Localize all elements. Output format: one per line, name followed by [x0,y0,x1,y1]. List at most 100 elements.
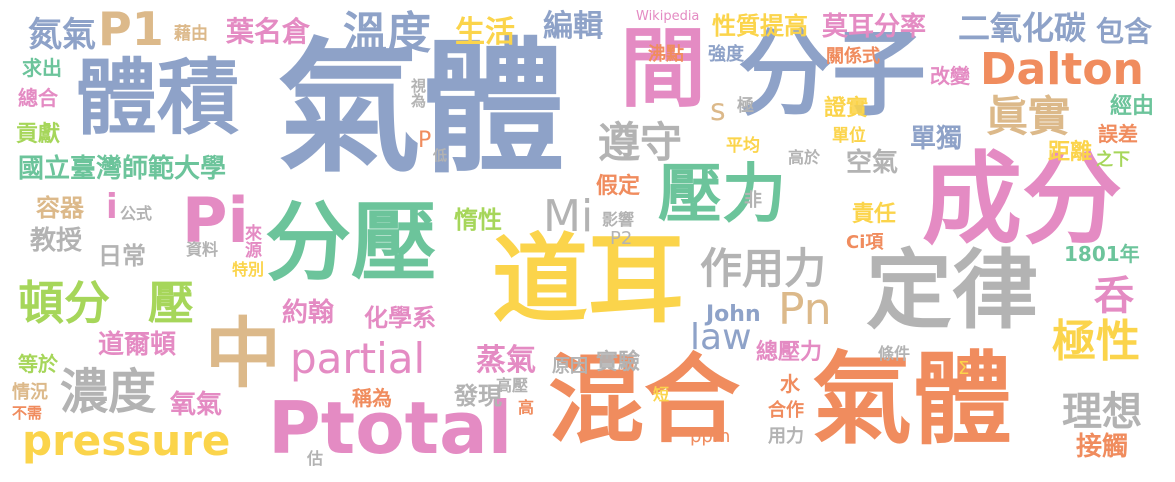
word-di: 低 [431,148,447,162]
word-laiyuan: 來源 [241,224,261,258]
word-qiuchu: 求出 [22,56,62,80]
word-partial: partial [290,334,426,383]
word-zongyali: 總壓力 [756,340,823,365]
word-gaibian: 改變 [930,64,970,88]
word-p1: P1 [98,2,164,56]
word-yali: 壓力 [658,158,786,232]
word-buxu: 不需 [12,404,43,422]
word-baohan: 包含 [1096,15,1153,48]
word-chengfen: 成分 [922,141,1122,258]
word-zeren: 責任 [852,202,897,227]
word-dalton: Dalton [980,44,1144,95]
word-wucha: 誤差 [1098,122,1138,146]
word-qiti: 氣體 [277,24,566,192]
word-ziliao: 資料 [186,240,219,259]
word-duoxing: 惰性 [454,206,502,234]
word-rongqi: 容器 [36,194,84,222]
word-tiaojian: 條件 [878,344,911,363]
word-daoer: 道耳 [492,224,684,336]
word-wendu: 溫度 [343,8,431,59]
word-qingkuang: 情況 [12,382,48,403]
word-daoerdun: 道爾頓 [98,330,177,360]
word-yuanyin: 原因 [552,356,588,377]
word-jiaoshou: 教授 [30,226,83,256]
word-huaxue: 化學系 [364,304,436,332]
word-pressure: pressure [22,416,231,465]
word-zhengshi: 證實 [824,96,869,121]
word-tiji: 體積 [75,51,240,146]
word-john: John [706,302,761,327]
word-dandu: 單獨 [910,124,963,154]
word-pdi: P [418,128,432,153]
word-jiading: 假定 [596,174,641,199]
word-qiti2: 氣體 [812,341,1012,458]
word-chengwei: 稱為 [352,386,392,410]
word-pi: Pi [182,184,249,257]
word-dinglv: 定律 [866,241,1038,341]
word-guanxi: 關係式 [826,46,880,67]
word-i: i [106,187,118,227]
word-ptotal: Ptotal [268,386,513,470]
word-shiyan: 實驗 [596,350,641,375]
word-gu: 估 [304,450,323,466]
word-faxian: 發現 [454,382,502,410]
word-fei: 非 [744,190,762,211]
word-law: law [690,317,752,358]
word-ppm: ppm [690,426,731,447]
word-zhengqi: 蒸氣 [476,343,536,378]
word-mi: Mi [543,191,594,242]
word-hunhe: 混合 [548,344,740,456]
word-dengyu: 等於 [18,352,58,376]
word-juli: 距離 [1048,140,1093,165]
word-yingxiang: 影響 [602,210,635,229]
word-wikipedia: Wikipedia [636,9,700,24]
word-tun: 呑 [1094,273,1134,319]
word-gao: 高 [518,398,535,417]
word-zhixia: 之下 [1096,150,1130,170]
word-p2: P2 [610,228,633,249]
word-sigma: Σ [958,358,970,379]
word-lixiang: 理想 [1062,389,1142,435]
word-xingzhi: 性質提高 [712,12,808,40]
word-yangqi: 氧氣 [170,390,223,420]
word-fenya: 分壓 [265,193,437,293]
word-zhenshi: 眞實 [986,92,1071,141]
word-richang: 日常 [98,242,146,270]
word-ya: 壓 [148,276,194,330]
word-ci: Ci項 [846,232,884,253]
word-gaoyu: 高於 [788,148,821,167]
word-pingjun: 平均 [726,136,760,156]
word-danwei: 單位 [832,126,866,146]
word-shui: 水 [780,372,800,396]
word-yongli: 用力 [768,426,804,447]
word-gongxian: 貢獻 [16,122,61,147]
word-bianji: 編輯 [543,9,603,44]
word-danqi: 氮氣 [28,15,96,55]
word-zonghe: 總合 [18,86,58,110]
word-yuehan: 約翰 [282,298,335,328]
word-hezuo: 合作 [768,400,804,421]
word-yemingcang: 葉名倉 [226,15,311,48]
word-eryang: 二氧化碳 [958,9,1087,47]
word-year: 1801年 [1064,242,1140,266]
word-shenghuo: 生活 [455,15,515,50]
word-tebie: 特別 [232,260,265,279]
word-gongshi: 公式 [120,204,153,223]
word-jieyou: 藉由 [174,24,208,44]
word-zhong: 中 [205,309,281,398]
word-jixing: 極性 [1052,316,1140,367]
word-nongdu: 濃度 [60,364,157,420]
word-jiaoc: 接觸 [1076,432,1129,462]
word-duan: 短 [650,386,669,402]
word-moer: 莫耳分率 [822,12,927,42]
word-taiwan: 國立臺灣師範大學 [18,154,227,184]
word-ji: 極 [733,96,753,113]
word-gaoya: 高壓 [496,376,529,395]
word-feidian: 沸點 [648,44,684,65]
word-qiangdu: 強度 [708,44,744,65]
word-fenzi: 分子 [738,20,927,129]
word-pn: Pn [778,284,832,335]
word-s: s [710,93,726,128]
word-dunfen: 頓分 [18,276,110,330]
word-jian: 間 [620,19,706,119]
